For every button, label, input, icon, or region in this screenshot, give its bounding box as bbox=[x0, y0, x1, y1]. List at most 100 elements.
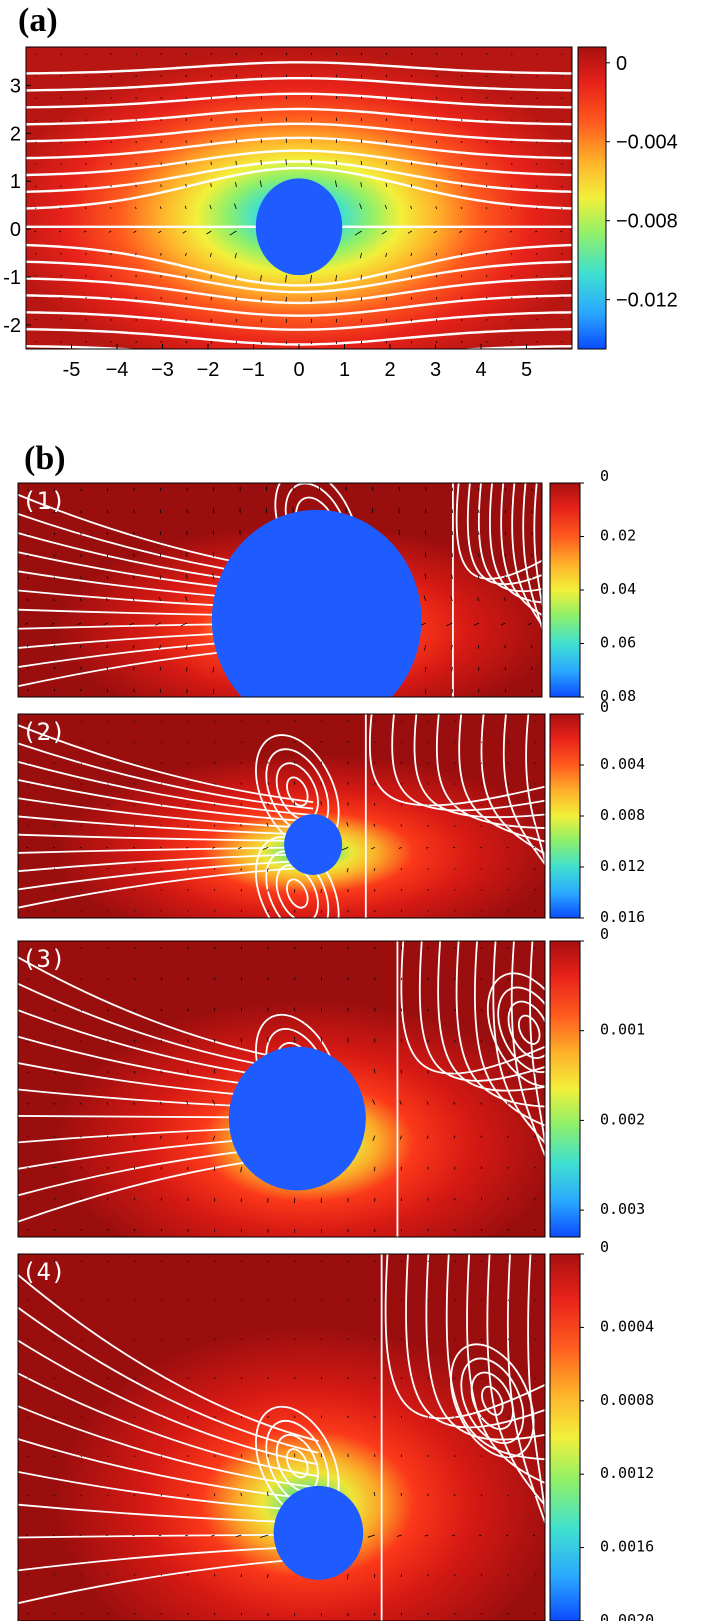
vector-arrow bbox=[240, 1492, 242, 1497]
vector-arrow bbox=[451, 666, 453, 672]
streamline bbox=[522, 483, 542, 631]
vector-arrow bbox=[484, 230, 488, 233]
vector-arrow bbox=[360, 274, 363, 280]
colorbar-gradient bbox=[549, 1253, 581, 1621]
vector-arrow bbox=[155, 622, 161, 626]
vector-arrow bbox=[536, 207, 538, 210]
vector-arrow bbox=[85, 207, 87, 210]
vector-arrow bbox=[79, 644, 82, 648]
streamline bbox=[525, 714, 545, 865]
vector-arrow bbox=[266, 822, 269, 827]
vector-arrow bbox=[453, 846, 456, 849]
obstacle-disk bbox=[273, 1485, 364, 1580]
vector-arrow bbox=[460, 206, 463, 210]
obstacle-disk bbox=[255, 178, 343, 276]
colorbar-b4: 0 0.0004 0.0008 0.0012 0.0016 0.0020 bbox=[549, 1238, 654, 1621]
plot-area-a bbox=[26, 47, 572, 349]
streamline bbox=[18, 859, 314, 891]
vector-arrow bbox=[347, 802, 349, 806]
streamline bbox=[26, 92, 572, 109]
vector-arrow bbox=[453, 1135, 456, 1139]
vortex-loop bbox=[286, 1448, 309, 1479]
colorbar-gradient bbox=[549, 482, 581, 698]
vector-arrow bbox=[381, 230, 387, 235]
colorbar-tick-label: 0.0016 bbox=[600, 1538, 654, 1556]
vector-arrow bbox=[260, 159, 262, 166]
streamline bbox=[18, 1470, 319, 1513]
vector-arrow bbox=[186, 666, 188, 672]
vector-arrow bbox=[106, 597, 108, 602]
streamline bbox=[529, 941, 545, 1149]
streamline bbox=[527, 1254, 545, 1520]
vector-arrow bbox=[212, 551, 215, 558]
y-tick-label: 0 bbox=[10, 219, 21, 241]
streamline bbox=[18, 956, 298, 1062]
vector-arrow bbox=[373, 1573, 376, 1578]
vector-arrow bbox=[480, 1135, 483, 1138]
vector-arrow bbox=[320, 801, 322, 806]
streamline bbox=[506, 1254, 545, 1526]
plot-area-b4 bbox=[18, 1254, 545, 1621]
vector-arrow bbox=[182, 230, 187, 234]
vector-arrow bbox=[212, 846, 215, 849]
vector-arrow bbox=[27, 644, 29, 648]
vector-arrow bbox=[424, 666, 427, 673]
vector-arrow bbox=[106, 1534, 109, 1536]
y-tick-label: -1 bbox=[3, 267, 21, 289]
streamline bbox=[26, 328, 572, 346]
vector-arrow bbox=[133, 575, 135, 580]
streamline bbox=[435, 714, 545, 829]
vector-arrow bbox=[426, 1135, 429, 1139]
vortex-loop bbox=[517, 1014, 541, 1045]
vector-arrow bbox=[34, 230, 37, 233]
y-tick-label: -2 bbox=[3, 315, 21, 337]
vector-arrow bbox=[372, 1099, 376, 1105]
obstacle-disk bbox=[228, 1046, 366, 1191]
vector-arrow bbox=[410, 205, 413, 210]
vector-arrow bbox=[433, 230, 437, 234]
vector-arrow bbox=[27, 1135, 29, 1138]
subpanel-label: (2) bbox=[22, 718, 65, 746]
streamline bbox=[26, 277, 572, 305]
chart-b3: (3) bbox=[17, 940, 546, 1238]
vector-arrow bbox=[237, 846, 242, 850]
vector-arrow bbox=[184, 1534, 189, 1537]
streamline bbox=[26, 260, 572, 294]
vector-arrow bbox=[159, 1101, 162, 1105]
vector-arrow bbox=[530, 644, 533, 648]
streamline bbox=[26, 166, 572, 210]
vector-arrow bbox=[410, 183, 413, 188]
streamline bbox=[455, 483, 542, 580]
vector-arrow bbox=[240, 868, 242, 871]
vector-arrow bbox=[473, 622, 480, 626]
vector-arrow bbox=[187, 1069, 189, 1074]
vector-arrow bbox=[310, 274, 312, 283]
colorbar-b3: 0 0.001 0.002 0.003 bbox=[549, 925, 645, 1238]
colorbar-tick-label: 0 bbox=[616, 53, 627, 75]
vector-arrow bbox=[346, 868, 349, 873]
vector-arrow bbox=[159, 206, 162, 210]
colorbar-tick-label: −0.012 bbox=[616, 290, 678, 312]
streamline bbox=[18, 797, 314, 829]
vector-arrow bbox=[427, 824, 429, 827]
panel-a-label: (a) bbox=[18, 2, 58, 39]
y-tick-label: 1 bbox=[10, 171, 21, 193]
vector-arrow bbox=[373, 1491, 376, 1497]
vector-arrow bbox=[59, 230, 62, 233]
vector-arrow bbox=[260, 274, 262, 281]
colorbar-gradient bbox=[549, 713, 581, 919]
vector-arrow bbox=[185, 252, 187, 257]
vector-arrow bbox=[400, 868, 402, 871]
vector-arrow bbox=[423, 595, 427, 602]
vector-arrow bbox=[106, 644, 108, 649]
vector-arrow bbox=[503, 597, 506, 602]
vector-arrow bbox=[424, 644, 427, 651]
colorbar-tick-label: 0.02 bbox=[600, 527, 636, 545]
vortex-loop bbox=[460, 1357, 525, 1445]
streamline bbox=[26, 294, 572, 317]
vector-arrow bbox=[479, 846, 482, 849]
x-tick-label: −2 bbox=[197, 359, 220, 381]
streamline bbox=[466, 483, 542, 586]
vortex-loop bbox=[497, 986, 545, 1074]
